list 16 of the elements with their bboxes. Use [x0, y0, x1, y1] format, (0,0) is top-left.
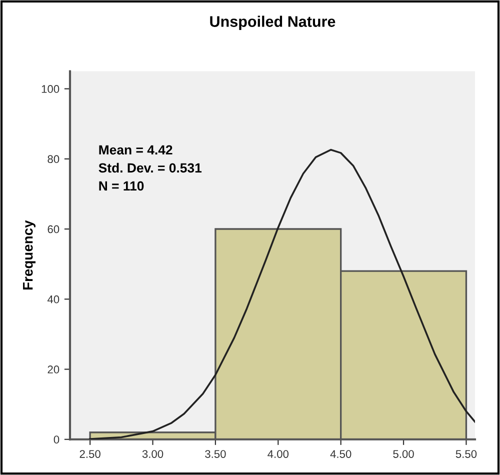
y-tick-label: 20: [48, 366, 60, 374]
y-tick-label: 80: [48, 155, 60, 164]
y-tick-label: 0: [54, 436, 60, 444]
x-tick-label: 5.00: [393, 450, 414, 458]
x-tick-label: 3.50: [205, 450, 226, 458]
annotation: Mean = 4.42 Std. Dev. = 0.531 N = 110: [98, 145, 202, 191]
y-axis-title: Frequency: [23, 220, 36, 290]
x-tick-label: 3.00: [142, 450, 164, 458]
y-tick-label: 40: [47, 295, 60, 304]
x-tick-label: 2.50: [80, 450, 100, 458]
y-tick-label: 100: [42, 85, 60, 93]
y-tick-label: 60: [48, 225, 60, 234]
x-tick-label: 5.50: [456, 450, 477, 458]
x-tick-label: 4.00: [268, 450, 289, 458]
chart-title: Unspoiled Nature: [210, 16, 336, 30]
x-tick-label: 4.50: [330, 450, 352, 458]
